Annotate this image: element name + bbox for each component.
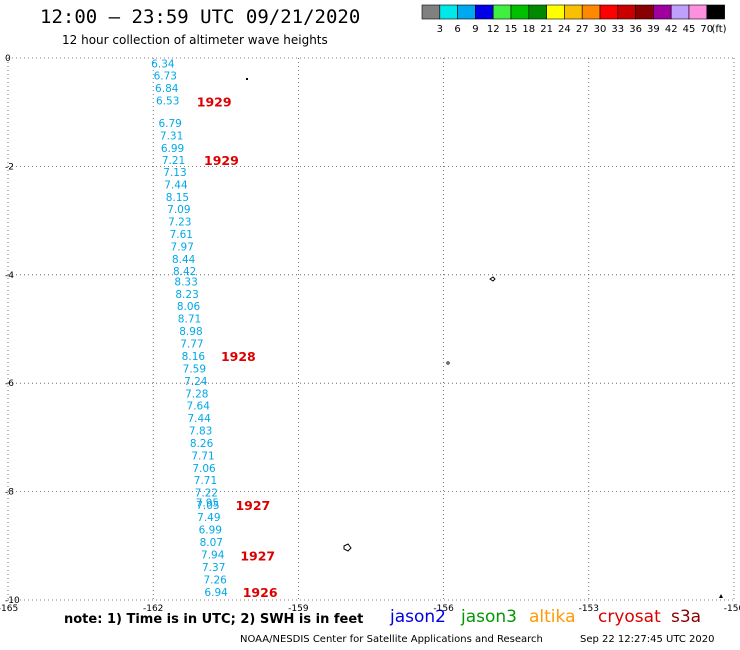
wave-height-label: 7.44 [187, 413, 211, 425]
color-scale-tick: 24 [558, 24, 571, 35]
wave-height-label: 7.05 [196, 500, 219, 512]
satellite-label-jason3: jason3 [461, 607, 517, 627]
color-scale-tick: 45 [683, 24, 696, 35]
color-scale-tick: 3 [437, 24, 443, 35]
color-scale-unit: (ft) [712, 24, 727, 35]
y-tick-label: -6 [5, 379, 14, 389]
wave-height-label: 6.84 [155, 83, 179, 95]
time-label: 1927 [240, 549, 275, 564]
wave-height-label: 8.71 [178, 314, 201, 326]
wave-height-label: 7.37 [202, 562, 225, 574]
wave-height-label: 7.13 [163, 167, 186, 179]
color-scale-tick: 42 [665, 24, 678, 35]
wave-height-label: 8.23 [175, 289, 198, 301]
time-label: 1927 [235, 498, 270, 513]
wave-height-label: 7.28 [185, 388, 208, 400]
wave-height-label: 7.95 [196, 497, 219, 509]
island-mark [489, 276, 496, 282]
satellite-label-jason2: jason2 [390, 607, 446, 627]
island-mark [343, 543, 352, 552]
x-tick-label: -162 [143, 604, 163, 614]
color-scale-tick: 39 [647, 24, 660, 35]
wave-height-label: 6.53 [156, 95, 179, 107]
time-label: 1928 [221, 349, 256, 364]
wave-height-label: 7.71 [191, 450, 214, 462]
wave-height-label: 7.61 [170, 229, 193, 241]
wave-height-label: 7.71 [194, 475, 217, 487]
wave-height-label: 6.99 [199, 525, 222, 537]
satellite-label-s3a: s3a [671, 607, 702, 627]
wave-height-label: 7.23 [168, 217, 191, 229]
wave-height-label: 8.44 [172, 254, 196, 266]
color-scale-tick: 36 [629, 24, 642, 35]
y-tick-label: 0 [5, 54, 11, 64]
map-plot: -165 -162 -159 -156 -153 -150 0 -2 -4 -6 -8 -10 6.34… [0, 54, 740, 614]
wave-height-label: 6.73 [154, 70, 177, 82]
wave-height-label: 7.31 [160, 131, 183, 143]
color-scale-tick: 18 [522, 24, 535, 35]
wave-height-label: 8.26 [190, 438, 214, 450]
x-tick-label: -156 [433, 604, 454, 614]
color-scale-tick: 15 [505, 24, 518, 35]
island-mark [246, 78, 248, 80]
x-tick-label: -159 [288, 604, 309, 614]
wave-height-label: 8.42 [173, 266, 196, 278]
color-scale-tick: 27 [576, 24, 589, 35]
wave-height-label: 7.64 [187, 400, 211, 412]
wave-height-label: 7.22 [195, 488, 218, 500]
island-mark [446, 361, 450, 365]
y-tick-label: -10 [5, 596, 20, 606]
y-tick-label: -8 [5, 488, 14, 498]
color-scale-tick: 9 [472, 24, 478, 35]
page-subtitle: 12 hour collection of altimeter wave hei… [62, 33, 328, 47]
color-scale-tick: 30 [594, 24, 607, 35]
wave-height-label: 7.77 [180, 339, 203, 351]
wave-height-label: 7.83 [189, 425, 212, 437]
color-scale-tick: 33 [611, 24, 624, 35]
y-tick-label: -4 [5, 271, 14, 281]
color-swatch [706, 4, 725, 20]
time-label: 1929 [204, 153, 239, 168]
wave-height-label: 7.26 [203, 574, 227, 586]
wave-height-label: 7.94 [201, 549, 225, 561]
wave-height-label: 7.44 [164, 179, 188, 191]
color-scale-tick: 70 [700, 24, 713, 35]
x-tick-label: -150 [724, 604, 740, 614]
wave-height-label: 7.97 [171, 242, 194, 254]
color-scale-tick: 6 [454, 24, 460, 35]
wave-height-label: 6.34 [151, 58, 175, 70]
page-title: 12:00 – 23:59 UTC 09/21/2020 [40, 6, 361, 28]
wave-height-label: 8.33 [174, 276, 197, 288]
x-tick-label: -153 [579, 604, 599, 614]
wave-height-label: 6.99 [161, 143, 184, 155]
satellite-label-altika: altika [529, 607, 576, 627]
y-tick-label: -2 [5, 162, 14, 172]
credit-text: NOAA/NESDIS Center for Satellite Applica… [240, 634, 543, 645]
satellite-label-cryosat: cryosat [598, 607, 661, 627]
wave-height-label: 8.16 [182, 351, 206, 363]
island-mark [719, 594, 723, 598]
wave-height-label: 6.79 [158, 118, 181, 130]
time-label: 1926 [243, 585, 278, 600]
wave-height-label: 7.59 [183, 364, 206, 376]
color-scale-tick: 12 [487, 24, 500, 35]
color-scale-legend: 3 6 9 12 15 18 21 24 27 30 33 36 39 42 45 70(ft) [421, 4, 727, 35]
wave-height-label: 7.49 [197, 512, 220, 524]
generated-timestamp: Sep 22 12:27:45 UTC 2020 [580, 634, 715, 645]
wave-height-label: 8.98 [179, 326, 202, 338]
wave-height-label: 7.24 [184, 376, 208, 388]
wave-height-label: 8.06 [177, 301, 201, 313]
wave-height-label: 7.09 [167, 204, 190, 216]
time-label: 1929 [197, 94, 232, 109]
wave-height-label: 6.94 [204, 587, 228, 599]
wave-height-label: 7.21 [162, 155, 185, 167]
color-scale-tick: 21 [540, 24, 553, 35]
wave-height-label: 8.07 [200, 537, 223, 549]
footer-note: note: 1) Time is in UTC; 2) SWH is in fe… [64, 612, 364, 627]
wave-height-label: 8.15 [166, 192, 189, 204]
wave-height-label: 7.06 [192, 463, 216, 475]
x-tick-label: -165 [0, 604, 18, 614]
